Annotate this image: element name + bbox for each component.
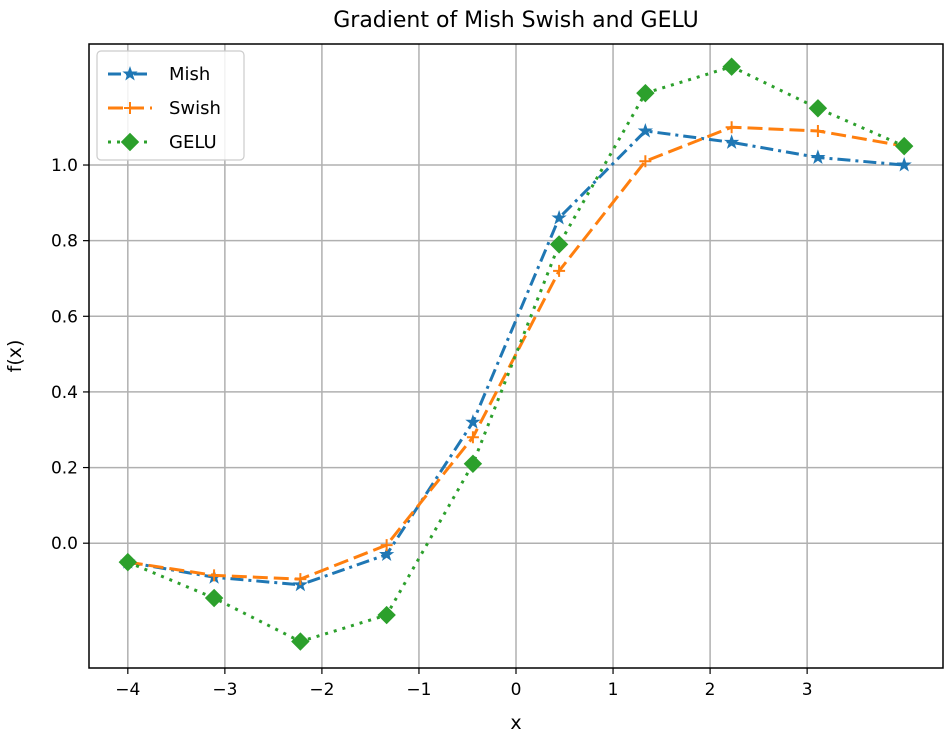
y-tick-label: 0.6 <box>51 307 78 327</box>
legend-label-gelu: GELU <box>169 132 217 153</box>
data-point-gelu <box>377 605 396 625</box>
legend-label-mish: Mish <box>169 64 210 85</box>
ticks: −4 −3 −2 −1 0 1 2 3 0.0 0.2 0.4 0.6 0.8 1.0 <box>51 156 813 700</box>
y-tick-label: 0.4 <box>51 383 78 403</box>
y-tick-label: 1.0 <box>51 156 78 176</box>
data-point-mish <box>551 209 567 225</box>
series-layer <box>118 57 914 651</box>
data-point-swish <box>294 573 307 586</box>
x-tick-label: −4 <box>115 680 140 700</box>
data-point-gelu <box>118 552 138 572</box>
data-point-mish <box>465 414 481 429</box>
legend: Mish Swish GELU <box>96 50 245 161</box>
data-point-mish <box>379 546 395 562</box>
data-point-swish <box>639 155 652 168</box>
legend-marker-swish <box>124 102 136 114</box>
y-tick-label: 0.8 <box>51 232 78 252</box>
y-tick-label: 0.0 <box>51 534 78 554</box>
x-tick-label: 0 <box>511 680 522 700</box>
data-point-gelu <box>291 632 310 651</box>
data-point-mish <box>896 157 912 172</box>
x-tick-label: 3 <box>802 680 813 700</box>
data-point-gelu <box>636 83 655 103</box>
data-point-swish <box>553 264 566 277</box>
x-tick-label: −3 <box>212 680 237 700</box>
legend-marker-mish <box>122 65 138 81</box>
x-tick-label: 2 <box>705 680 716 700</box>
data-point-swish <box>725 121 738 134</box>
data-point-swish <box>811 124 824 137</box>
data-point-swish <box>380 539 393 552</box>
y-tick-label: 0.2 <box>51 459 78 479</box>
legend-marker-gelu <box>120 132 140 152</box>
legend-label-swish: Swish <box>169 98 221 119</box>
series-line-mish <box>127 129 905 587</box>
x-tick-label: −1 <box>406 680 431 700</box>
data-point-gelu <box>463 454 483 473</box>
y-axis-label: f(x) <box>4 340 26 373</box>
data-point-gelu <box>894 136 914 156</box>
data-point-gelu <box>808 99 828 118</box>
data-point-mish <box>810 149 826 164</box>
data-point-gelu <box>549 235 569 254</box>
data-point-mish <box>724 134 740 149</box>
data-point-swish <box>208 569 221 582</box>
series-line-swish <box>127 125 905 581</box>
data-point-gelu <box>722 57 741 76</box>
x-tick-label: 1 <box>608 680 619 700</box>
x-tick-label: −2 <box>309 680 334 700</box>
grid <box>89 44 943 668</box>
data-point-mish <box>637 122 653 138</box>
x-axis-label: x <box>510 712 521 734</box>
chart-title: Gradient of Mish Swish and GELU <box>333 8 699 33</box>
series-gelu <box>118 57 914 651</box>
data-point-gelu <box>204 588 224 608</box>
data-point-swish <box>466 431 479 444</box>
